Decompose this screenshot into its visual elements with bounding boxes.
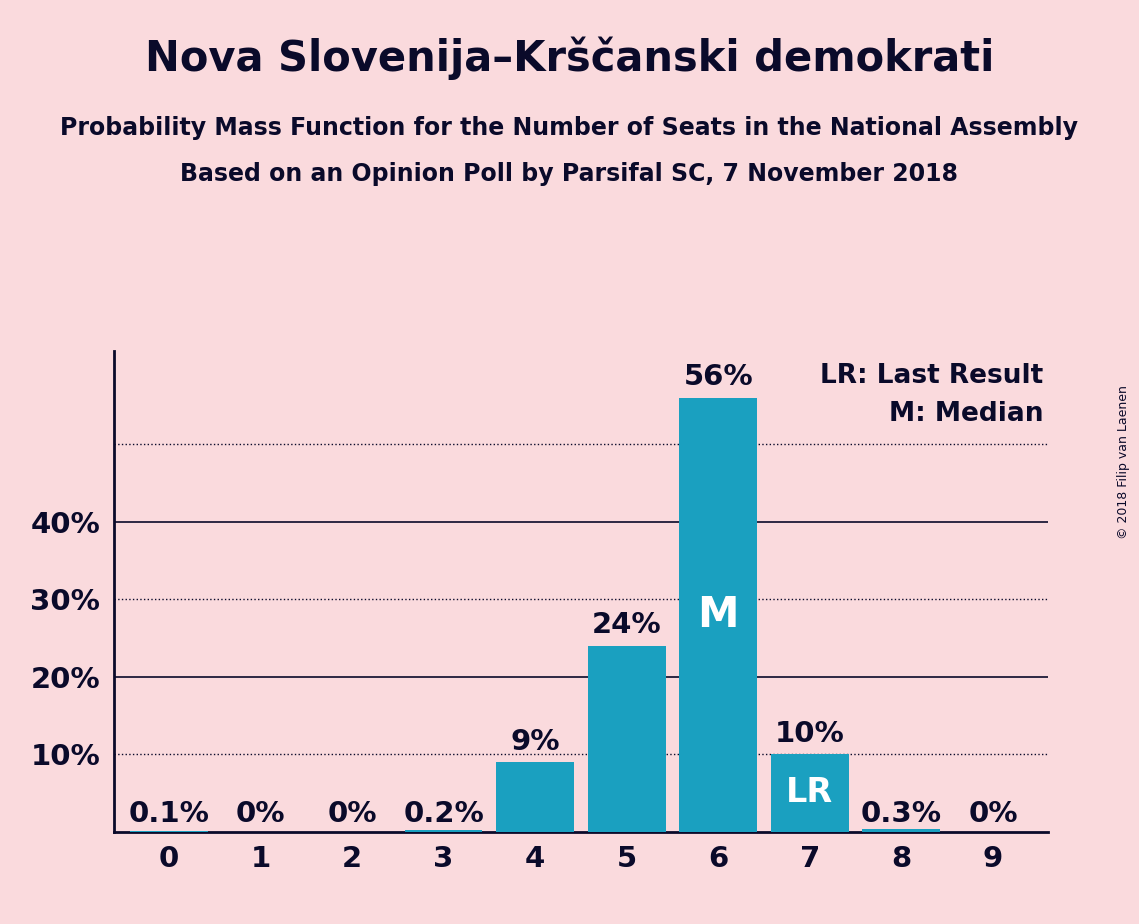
Text: 9%: 9% — [510, 728, 560, 756]
Bar — [404, 830, 483, 832]
Bar — [862, 829, 941, 832]
Text: 0%: 0% — [968, 800, 1017, 828]
Text: 0%: 0% — [236, 800, 285, 828]
Bar — [497, 762, 574, 832]
Text: 0.1%: 0.1% — [129, 800, 210, 828]
Text: Probability Mass Function for the Number of Seats in the National Assembly: Probability Mass Function for the Number… — [60, 116, 1079, 140]
Text: M: M — [697, 593, 739, 636]
Text: M: Median: M: Median — [888, 402, 1043, 428]
Text: 0.3%: 0.3% — [861, 800, 942, 828]
Text: 56%: 56% — [683, 363, 753, 392]
Text: 10%: 10% — [775, 720, 845, 748]
Bar — [679, 397, 757, 832]
Text: Nova Slovenija–Krščanski demokrati: Nova Slovenija–Krščanski demokrati — [145, 37, 994, 80]
Text: 0.2%: 0.2% — [403, 800, 484, 828]
Text: LR: Last Result: LR: Last Result — [820, 363, 1043, 389]
Text: 0%: 0% — [327, 800, 377, 828]
Text: Based on an Opinion Poll by Parsifal SC, 7 November 2018: Based on an Opinion Poll by Parsifal SC,… — [180, 162, 959, 186]
Text: © 2018 Filip van Laenen: © 2018 Filip van Laenen — [1117, 385, 1130, 539]
Text: 24%: 24% — [592, 612, 662, 639]
Bar — [588, 646, 665, 832]
Text: LR: LR — [786, 776, 834, 809]
Bar — [771, 754, 849, 832]
